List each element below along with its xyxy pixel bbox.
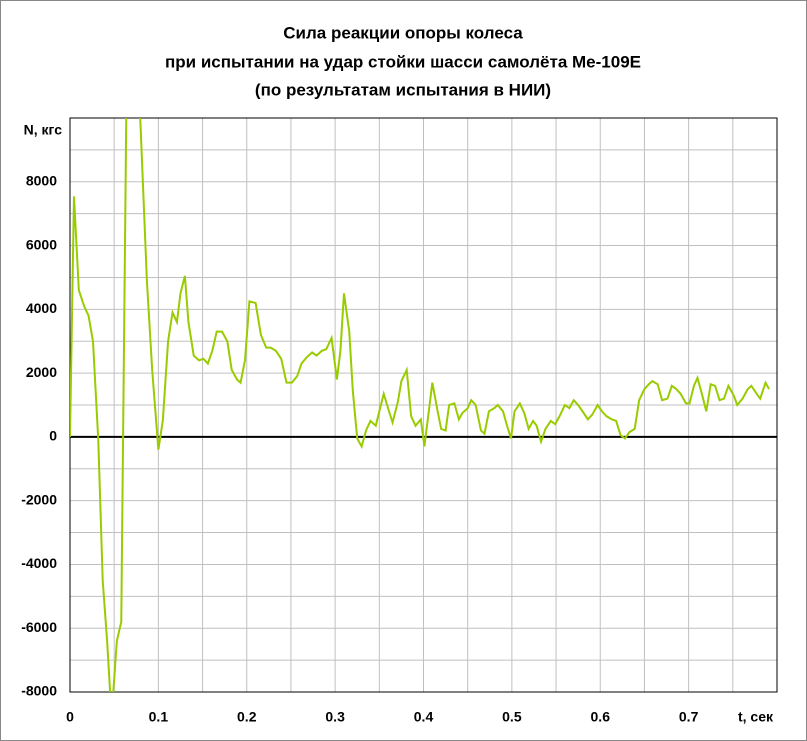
y-tick-label: -4000 bbox=[21, 555, 57, 571]
x-tick-label: 0.5 bbox=[502, 709, 522, 725]
x-tick-label: 0.4 bbox=[414, 709, 434, 725]
chart-title: Сила реакции опоры колеса bbox=[283, 23, 523, 42]
data-line bbox=[70, 118, 770, 692]
y-tick-label: -6000 bbox=[21, 619, 57, 635]
y-tick-label: 8000 bbox=[26, 172, 57, 188]
y-tick-label: 4000 bbox=[26, 300, 57, 316]
x-tick-label: 0 bbox=[66, 709, 74, 725]
y-axis-label: N, кгс bbox=[24, 122, 63, 138]
x-tick-label: 0.1 bbox=[149, 709, 169, 725]
y-tick-label: 2000 bbox=[26, 364, 57, 380]
x-tick-label: 0.6 bbox=[591, 709, 611, 725]
y-tick-label: 6000 bbox=[26, 236, 57, 252]
x-axis-label: t, сек bbox=[738, 709, 774, 725]
x-tick-label: 0.7 bbox=[679, 709, 699, 725]
x-tick-label: 0.3 bbox=[325, 709, 345, 725]
chart-title: (по результатам испытания в НИИ) bbox=[255, 80, 551, 99]
y-tick-label: -2000 bbox=[21, 491, 57, 507]
chart-title: при испытании на удар стойки шасси самол… bbox=[165, 52, 641, 71]
y-tick-label: 0 bbox=[49, 428, 57, 444]
y-tick-label: -8000 bbox=[21, 683, 57, 699]
x-tick-label: 0.2 bbox=[237, 709, 257, 725]
